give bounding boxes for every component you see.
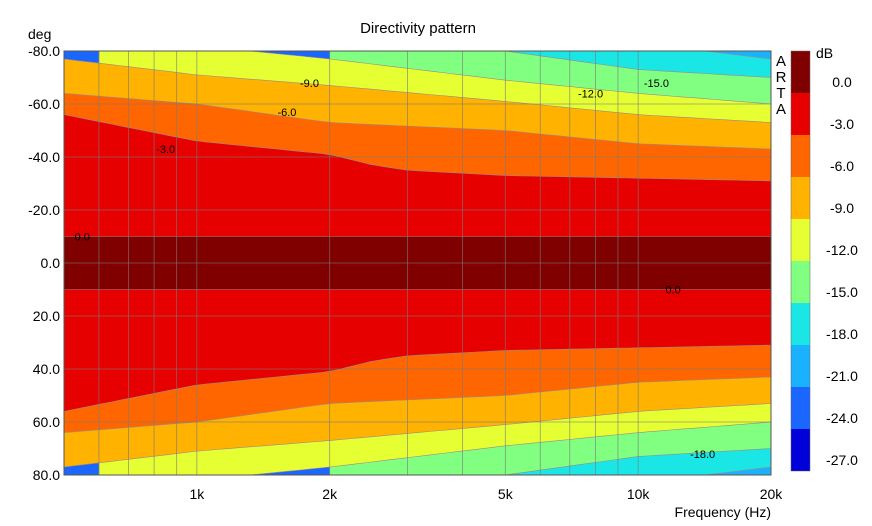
colorbar-label: -27.0	[826, 452, 858, 468]
y-tick-labels: -80.0 -60.0 -40.0 -20.0 0.0 20.0 40.0 60.0 80.0	[28, 43, 60, 483]
colorbar-label: -24.0	[826, 410, 858, 426]
x-tick-labels: 1k 2k 5k 10k 20k	[189, 486, 783, 502]
contour-labels: 0.0 0.0 -3.0 -6.0 -9.0 -12.0 -15.0 -18.0	[75, 78, 716, 461]
y-tick-label: -80.0	[28, 43, 60, 59]
colorbar-swatch	[791, 93, 810, 135]
colorbar-label: -21.0	[826, 368, 858, 384]
colorbar-label: -3.0	[830, 116, 854, 132]
arta-letter: T	[776, 85, 785, 102]
x-tick-label: 1k	[189, 486, 205, 502]
colorbar-swatch	[791, 177, 810, 219]
colorbar-swatch	[791, 261, 810, 303]
colorbar-swatch	[791, 345, 810, 387]
plot-area: 0.0 0.0 -3.0 -6.0 -9.0 -12.0 -15.0 -18.0	[63, 50, 772, 476]
y-tick-label: -20.0	[28, 202, 60, 218]
contour-label: -6.0	[277, 107, 296, 119]
colorbar-label: -6.0	[830, 158, 854, 174]
contour-label: -12.0	[578, 88, 603, 100]
colorbar-swatch	[791, 51, 810, 93]
y-tick-label: 20.0	[33, 308, 60, 324]
arta-letter: A	[776, 53, 786, 70]
x-tick-label: 5k	[498, 486, 514, 502]
chart-title: Directivity pattern	[360, 20, 476, 37]
y-tick-label: -40.0	[28, 149, 60, 165]
contour-label: 0.0	[665, 285, 680, 297]
colorbar-swatch	[791, 303, 810, 345]
contour-label: 0.0	[75, 232, 90, 244]
y-tick-label: 0.0	[41, 255, 61, 271]
contour-label: -15.0	[644, 78, 669, 90]
arta-letter: R	[776, 69, 787, 86]
x-tick-label: 10k	[627, 486, 651, 502]
arta-letter: A	[776, 101, 786, 118]
y-tick-label: 40.0	[33, 361, 60, 377]
contour-label: -18.0	[690, 449, 715, 461]
colorbar-label: -9.0	[830, 200, 854, 216]
colorbar: 0.0 -3.0 -6.0 -9.0 -12.0 -15.0 -18.0 -21.0 -24.0…	[790, 50, 858, 472]
x-axis-label: Frequency (Hz)	[675, 504, 771, 520]
x-tick-label: 20k	[760, 486, 784, 502]
grid	[64, 50, 771, 476]
colorbar-swatch	[791, 219, 810, 261]
colorbar-unit: dB	[816, 45, 833, 61]
colorbar-label: -12.0	[826, 242, 858, 258]
x-tick-label: 2k	[322, 486, 338, 502]
y-tick-label: -60.0	[28, 96, 60, 112]
colorbar-frame	[790, 50, 811, 472]
colorbar-swatch	[791, 429, 810, 471]
y-axis-label: deg	[28, 26, 51, 42]
y-tick-label: 80.0	[33, 467, 60, 483]
colorbar-swatch	[791, 135, 810, 177]
colorbar-label: -18.0	[826, 326, 858, 342]
contour-label: -9.0	[300, 78, 319, 90]
colorbar-label: -15.0	[826, 284, 858, 300]
plot-frame	[63, 50, 772, 476]
y-tick-label: 60.0	[33, 414, 60, 430]
colorbar-swatch	[791, 387, 810, 429]
contour-label: -3.0	[156, 144, 175, 156]
colorbar-label: 0.0	[832, 74, 852, 90]
